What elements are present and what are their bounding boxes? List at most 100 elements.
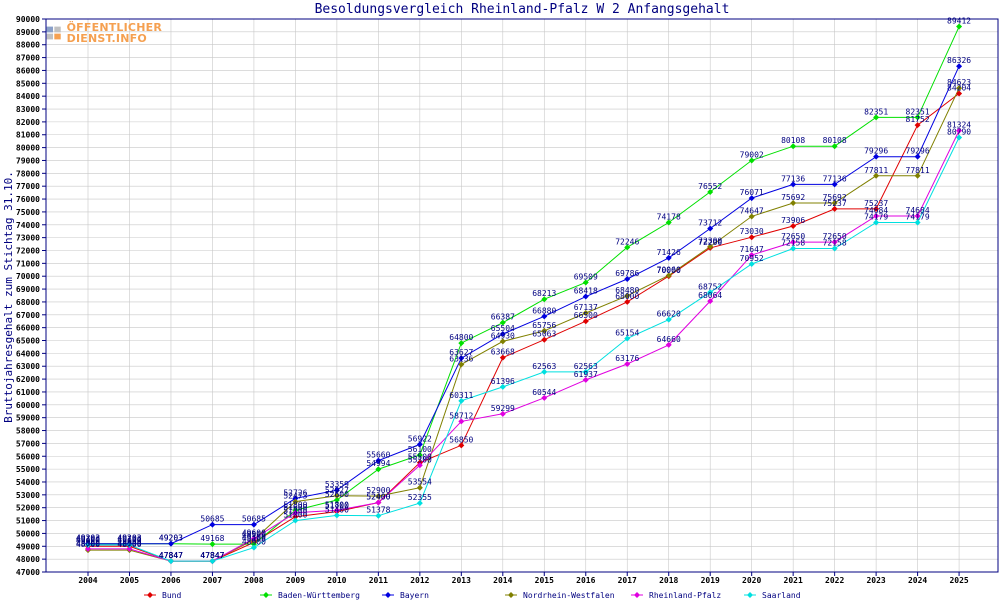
data-label: 47847 [200,551,224,560]
data-point [499,331,506,338]
data-point [790,222,797,229]
data-point [458,442,465,449]
data-point [458,397,465,404]
legend-swatch-marker [634,592,640,598]
data-point [333,492,340,499]
data-label: 77811 [906,166,930,175]
data-label: 60544 [532,388,556,397]
data-label: 70060 [657,265,681,274]
data-label: 68064 [698,291,722,300]
data-point [748,213,755,220]
x-tick-label: 2009 [286,576,305,585]
series-line-1 [88,26,960,545]
data-label: 51600 [283,503,307,512]
data-label: 66387 [491,313,515,322]
data-label: 47847 [159,551,183,560]
data-label: 63668 [491,348,515,357]
data-label: 49100 [117,535,141,544]
data-point [250,535,257,542]
y-tick-label: 64000 [16,349,40,358]
data-point [375,493,382,500]
plot-frame [45,18,999,573]
data-label: 66620 [657,310,681,319]
y-tick-label: 73000 [16,234,40,243]
data-point [499,410,506,417]
data-label: 48700 [117,540,141,549]
data-label: 49203 [117,534,141,543]
data-label: 64660 [657,335,681,344]
data-label: 53359 [325,480,349,489]
y-tick-label: 88000 [16,41,40,50]
data-point [914,153,921,160]
data-label: 48800 [117,539,141,548]
data-label: 81324 [947,121,971,130]
data-point [250,541,257,548]
data-point [873,153,880,160]
data-label: 56850 [449,435,473,444]
data-point [624,275,631,282]
data-label: 86326 [947,56,971,65]
data-label: 70952 [740,254,764,263]
data-label: 61937 [574,370,598,379]
data-point [292,498,299,505]
data-label: 49203 [159,534,183,543]
data-point [790,239,797,246]
data-label: 68418 [574,287,598,296]
data-label: 47847 [159,551,183,560]
y-tick-label: 69000 [16,285,40,294]
data-point [458,355,465,362]
data-point [790,143,797,150]
data-point [126,545,133,552]
data-label: 82351 [906,107,930,116]
data-label: 69786 [615,269,639,278]
y-tick-label: 50000 [16,529,40,538]
y-tick-label: 83000 [16,105,40,114]
data-label: 58712 [449,411,473,420]
y-tick-labels: 47000 48000 49000 50000 51000 52000 53000 54000… [16,15,40,577]
data-label: 53554 [408,478,432,487]
data-label: 80108 [781,136,805,145]
data-label: 49203 [76,534,100,543]
data-point [914,212,921,219]
data-label: 73030 [740,227,764,236]
data-point [831,239,838,246]
data-label: 49000 [117,536,141,545]
data-point [541,336,548,343]
data-label: 61396 [491,377,515,386]
data-label: 66880 [532,306,556,315]
chart-title: Besoldungsvergleich Rheinland-Pfalz W 2 … [315,2,730,17]
data-label: 52726 [283,488,307,497]
y-tick-label: 74000 [16,221,40,230]
data-label: 50685 [242,515,266,524]
y-tick-label: 86000 [16,66,40,75]
x-tick-label: 2020 [742,576,761,585]
data-point [541,296,548,303]
data-point [416,451,423,458]
data-label: 67137 [574,303,598,312]
legend-swatch-marker [508,592,514,598]
legend-label: Rheinland-Pfalz [649,591,721,600]
series-line-5 [88,137,960,562]
data-point [375,466,382,473]
data-point [126,541,133,548]
data-label: 73712 [698,218,722,227]
logo: ÖFFENTLICHER DIENST.INFO [46,20,162,46]
x-tick-label: 2025 [949,576,968,585]
data-point [790,245,797,252]
data-point [873,205,880,212]
data-point [333,496,340,503]
data-point [956,90,963,97]
data-point [665,254,672,261]
data-label: 77136 [823,174,847,183]
data-point [748,252,755,259]
x-tick-label: 2011 [369,576,388,585]
legend-swatch-marker [263,592,269,598]
y-tick-label: 52000 [16,504,40,513]
data-point [499,354,506,361]
legend-label: Nordrhein-Westfalen [523,591,615,600]
data-label: 72300 [698,237,722,246]
data-point [541,394,548,401]
data-point [790,200,797,207]
x-tick-label: 2024 [908,576,927,585]
data-point [956,23,963,30]
